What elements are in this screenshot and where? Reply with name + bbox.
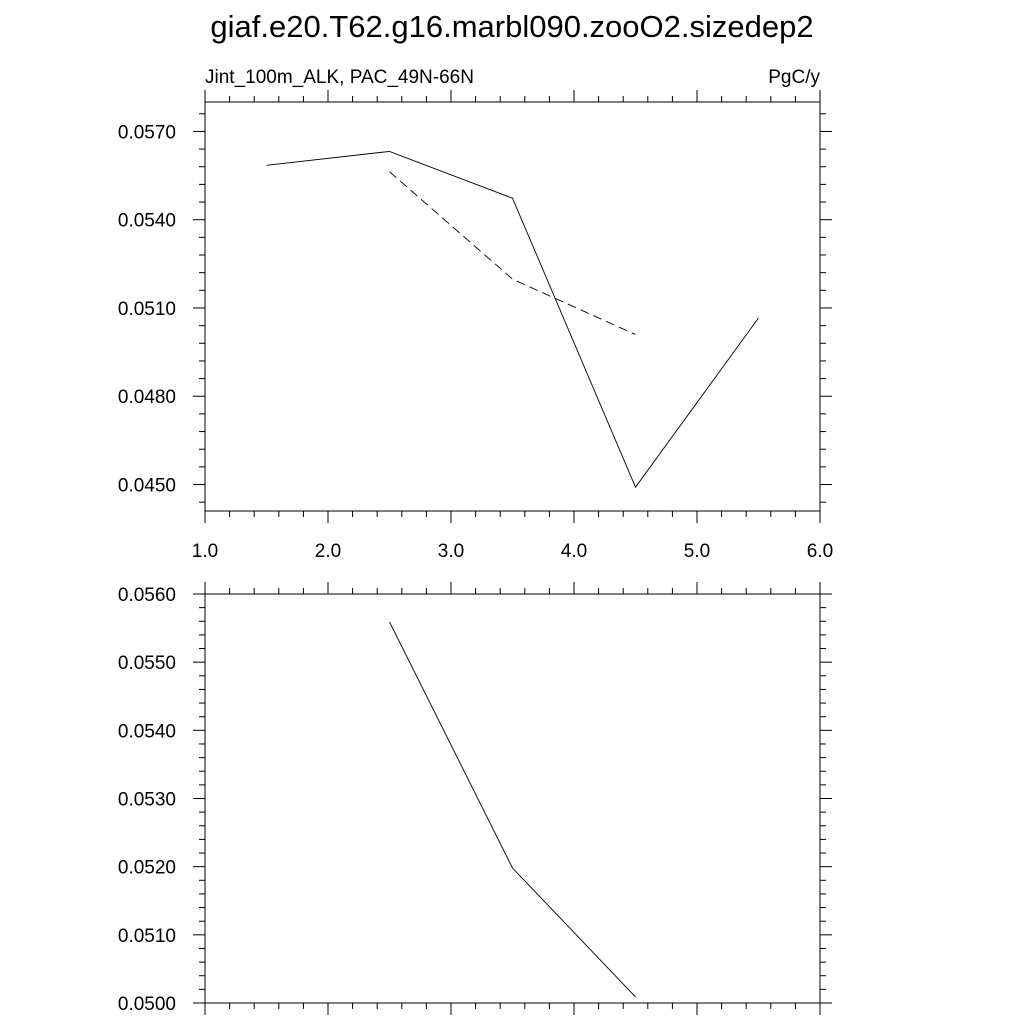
bottom-panel: 0.0500 0.0510 0.0520 0.0530 0.0540 0.0550 0.05…	[118, 582, 832, 1015]
bottom-y-tick-label: 0.0520	[118, 858, 176, 879]
x-tick-label: 6.0	[807, 541, 833, 562]
bottom-y-tick-label: 0.0550	[118, 653, 176, 674]
bottom-y-tick-label: 0.0530	[118, 790, 176, 811]
x-tick-label: 2.0	[315, 541, 341, 562]
chart-title: giaf.e20.T62.g16.marbl090.zooO2.sizedep2	[210, 9, 813, 44]
top-panel-units-label: PgC/y	[768, 67, 820, 88]
x-tick-label: 5.0	[684, 541, 710, 562]
top-y-tick-label: 0.0510	[118, 299, 176, 320]
bottom-y-tick-label: 0.0500	[118, 994, 176, 1015]
top-series-solid-line	[266, 150, 759, 489]
top-y-tick-label: 0.0480	[118, 387, 176, 408]
top-series-dashed-line	[389, 171, 636, 335]
bottom-y-tick-label: 0.0540	[118, 721, 176, 742]
x-tick-label: 4.0	[561, 541, 587, 562]
bottom-series-solid-line	[389, 621, 636, 998]
top-y-tick-label: 0.0540	[118, 211, 176, 232]
x-tick-label: 1.0	[192, 541, 218, 562]
top-panel: Jint_100m_ALK, PAC_49N-66N PgC/y 1.0 2.0 3…	[118, 67, 833, 562]
top-panel-left-label: Jint_100m_ALK, PAC_49N-66N	[205, 67, 474, 88]
top-panel-frame	[204, 101, 821, 512]
x-tick-label: 3.0	[438, 541, 464, 562]
bottom-y-tick-label: 0.0560	[118, 585, 176, 606]
top-y-tick-label: 0.0450	[118, 476, 176, 497]
bottom-panel-frame	[204, 593, 821, 1004]
bottom-y-tick-label: 0.0510	[118, 926, 176, 947]
top-y-tick-label: 0.0570	[118, 122, 176, 143]
